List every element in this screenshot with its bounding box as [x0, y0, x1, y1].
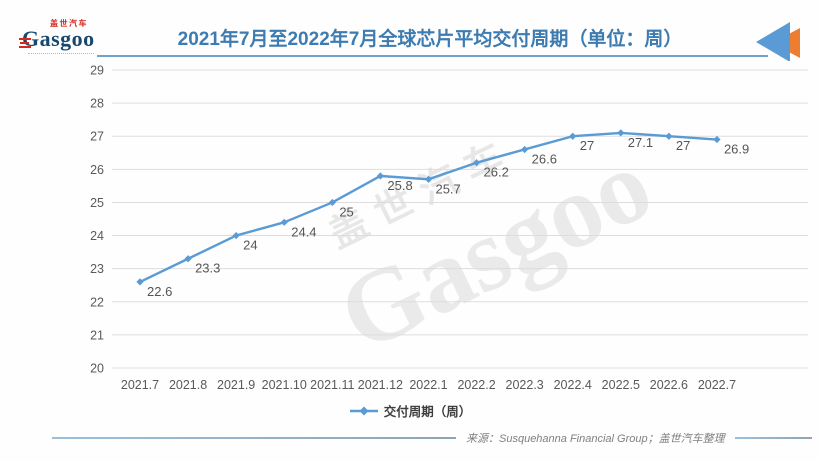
header: 盖世汽车 Gasgoo 2021年7月至2022年7月全球芯片平均交付周期（单位… — [0, 0, 820, 62]
svg-text:25.8: 25.8 — [387, 178, 412, 193]
svg-text:2021.10: 2021.10 — [262, 378, 307, 392]
logo-stripes-icon — [19, 38, 31, 50]
gasgoo-logo: 盖世汽车 Gasgoo — [19, 19, 106, 54]
svg-text:2022.6: 2022.6 — [650, 378, 688, 392]
svg-text:21: 21 — [90, 328, 104, 342]
svg-text:23.3: 23.3 — [195, 261, 220, 276]
svg-text:26.9: 26.9 — [724, 142, 749, 157]
svg-text:24: 24 — [90, 229, 104, 243]
svg-text:2021.9: 2021.9 — [217, 378, 255, 392]
logo-brand-cn: 盖世汽车 — [50, 19, 88, 28]
source-text: 来源：Susquehanna Financial Group；盖世汽车整理 — [466, 433, 725, 445]
svg-text:2022.4: 2022.4 — [554, 378, 592, 392]
source-footer: 来源：Susquehanna Financial Group；盖世汽车整理 — [52, 431, 812, 445]
svg-text:22.6: 22.6 — [147, 284, 172, 299]
svg-text:22: 22 — [90, 295, 104, 309]
svg-text:26: 26 — [90, 163, 104, 177]
logo-tagline — [28, 53, 94, 54]
svg-text:2021.8: 2021.8 — [169, 378, 207, 392]
chart-legend: 交付周期（周） — [0, 401, 820, 420]
svg-text:20: 20 — [90, 362, 104, 376]
svg-text:2021.11: 2021.11 — [310, 378, 354, 392]
svg-text:2022.2: 2022.2 — [457, 378, 495, 392]
logo-brand-en: Gasgoo — [22, 26, 95, 51]
svg-text:27: 27 — [90, 130, 104, 144]
double-left-arrows-icon — [756, 22, 800, 61]
footer-divider-right — [734, 437, 812, 439]
svg-text:23: 23 — [90, 262, 104, 276]
svg-text:2022.3: 2022.3 — [506, 378, 544, 392]
svg-text:27: 27 — [676, 138, 690, 153]
page-title: 2021年7月至2022年7月全球芯片平均交付周期（单位：周） — [177, 29, 683, 50]
svg-text:29: 29 — [90, 64, 104, 78]
legend-line-marker-icon — [349, 406, 378, 415]
svg-text:2022.1: 2022.1 — [409, 378, 447, 392]
svg-text:27.1: 27.1 — [628, 135, 653, 150]
svg-text:26.2: 26.2 — [484, 165, 509, 180]
legend-label: 交付周期（周） — [383, 405, 472, 419]
svg-text:25: 25 — [90, 196, 104, 210]
svg-text:2022.7: 2022.7 — [698, 378, 736, 392]
svg-text:25: 25 — [339, 204, 353, 219]
svg-text:2021.12: 2021.12 — [358, 378, 403, 392]
svg-text:28: 28 — [90, 97, 104, 111]
svg-text:26.6: 26.6 — [532, 151, 557, 166]
svg-text:2021.7: 2021.7 — [121, 378, 159, 392]
footer-divider-left — [52, 437, 456, 439]
svg-text:24: 24 — [243, 238, 257, 253]
svg-text:24.4: 24.4 — [291, 224, 316, 239]
title-underline — [97, 55, 768, 57]
svg-text:27: 27 — [580, 138, 594, 153]
svg-text:25.7: 25.7 — [435, 181, 460, 196]
svg-text:2022.5: 2022.5 — [602, 378, 640, 392]
